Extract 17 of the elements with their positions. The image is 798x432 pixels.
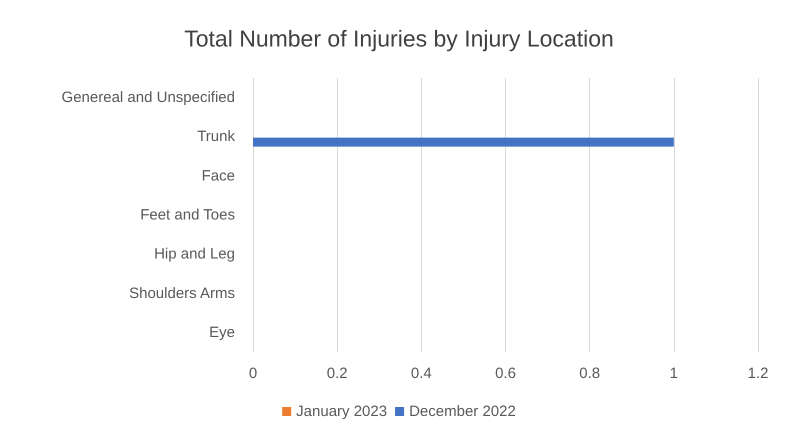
y-tick-label: Eye [209,324,235,341]
x-tick-label: 0.6 [495,365,516,382]
y-tick-label: Feet and Toes [140,206,235,224]
y-tick-label: Genereal and Unspecified [62,89,235,106]
legend-label: January 2023 [296,403,388,420]
x-tick-label: 1.2 [748,365,768,382]
y-tick-label: Trunk [197,128,236,146]
x-tick-label: 0.8 [579,365,600,382]
y-tick-label: Shoulders Arms [129,284,235,302]
y-tick-label: Face [202,167,235,184]
legend-label: December 2022 [409,403,516,420]
x-tick-label: 0.4 [410,365,432,382]
x-tick-label: 0 [248,365,258,382]
x-tick-label: 0.2 [326,365,348,382]
x-tick-label: 1 [670,365,678,382]
chart-title: Total Number of Injuries by Injury Location [184,26,614,52]
y-tick-label: Hip and Leg [154,246,235,263]
